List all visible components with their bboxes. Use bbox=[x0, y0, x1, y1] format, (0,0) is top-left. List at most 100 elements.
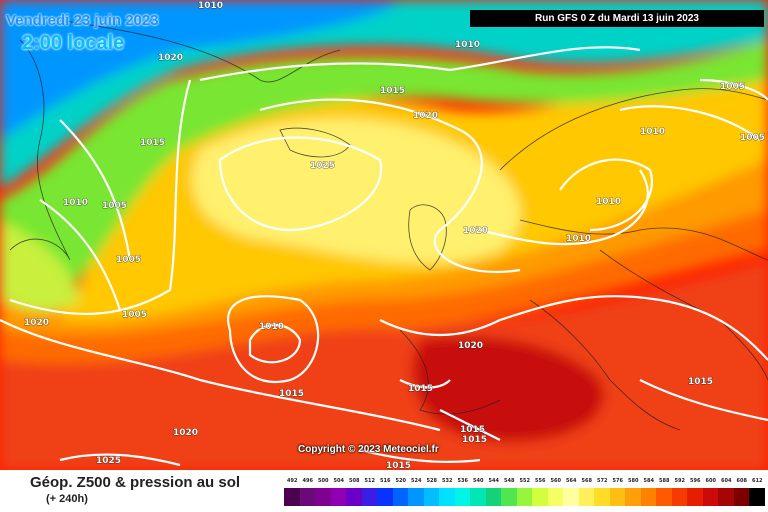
scale-tick-label: 584 bbox=[643, 478, 654, 484]
scale-swatch bbox=[609, 488, 625, 506]
isobar-label: 1015 bbox=[386, 461, 411, 470]
scale-swatch bbox=[408, 488, 424, 506]
scale-swatch bbox=[563, 488, 579, 506]
scale-tick-label: 608 bbox=[736, 478, 747, 484]
legend-footer: Géop. Z500 & pression au sol (+ 240h) 49… bbox=[0, 470, 768, 512]
isobar-label: 1015 bbox=[279, 389, 304, 399]
scale-swatch bbox=[749, 488, 765, 506]
isobar-lines bbox=[0, 46, 768, 467]
scale-tick-label: 536 bbox=[457, 478, 468, 484]
model-run-banner: Run GFS 0 Z du Mardi 13 juin 2023 bbox=[470, 10, 764, 27]
scale-swatch bbox=[702, 488, 718, 506]
scale-tick-label: 540 bbox=[473, 478, 484, 484]
color-scale: 492 496 500 504 508 512 516 520 524 528 532 536 540 5… bbox=[284, 478, 765, 510]
scale-tick-label: 532 bbox=[442, 478, 453, 484]
scale-swatch bbox=[671, 488, 687, 506]
legend-title: Géop. Z500 & pression au sol bbox=[30, 474, 241, 491]
scale-tick-label: 560 bbox=[550, 478, 561, 484]
weather-map: 1010 1010 1020 1015 1020 1005 1015 1010 … bbox=[0, 0, 768, 470]
scale-swatch bbox=[377, 488, 393, 506]
scale-tick-label: 588 bbox=[659, 478, 670, 484]
forecast-date: Vendredi 23 juin 2023 bbox=[6, 12, 159, 29]
isobar-label: 1020 bbox=[413, 111, 438, 121]
scale-swatch bbox=[284, 488, 300, 506]
scale-swatch bbox=[656, 488, 672, 506]
isobar-label: 1025 bbox=[310, 161, 335, 171]
isobar-label: 1010 bbox=[640, 127, 665, 137]
scale-tick-label: 524 bbox=[411, 478, 422, 484]
scale-tick-label: 600 bbox=[705, 478, 716, 484]
isobar-label: 1020 bbox=[458, 341, 483, 351]
isobar-labels: 1010 1010 1020 1015 1020 1005 1015 1010 … bbox=[24, 1, 766, 470]
scale-swatch bbox=[733, 488, 749, 506]
scale-swatch bbox=[315, 488, 331, 506]
isobar-label: 1010 bbox=[198, 1, 223, 11]
isobar-label: 1005 bbox=[720, 82, 745, 92]
isobar-label: 1015 bbox=[140, 138, 165, 148]
isobar-label: 1005 bbox=[740, 133, 765, 143]
scale-tick-label: 500 bbox=[318, 478, 329, 484]
scale-swatch bbox=[485, 488, 501, 506]
forecast-time: 2:00 locale bbox=[22, 32, 125, 54]
scale-tick-label: 572 bbox=[597, 478, 608, 484]
scale-swatch bbox=[361, 488, 377, 506]
legend-subtitle: (+ 240h) bbox=[46, 493, 88, 505]
isobar-label: 1010 bbox=[596, 197, 621, 207]
scale-tick-label: 504 bbox=[333, 478, 344, 484]
scale-tick-label: 516 bbox=[380, 478, 391, 484]
scale-swatch bbox=[718, 488, 734, 506]
scale-swatch bbox=[594, 488, 610, 506]
copyright-notice: Copyright © 2023 Meteociel.fr bbox=[298, 444, 439, 455]
scale-tick-label: 520 bbox=[395, 478, 406, 484]
scale-swatch bbox=[423, 488, 439, 506]
isobar-label: 1010 bbox=[259, 322, 284, 332]
scale-tick-label: 568 bbox=[581, 478, 592, 484]
scale-swatch bbox=[516, 488, 532, 506]
isobar-label: 1005 bbox=[116, 255, 141, 265]
isobar-label: 1020 bbox=[24, 318, 49, 328]
scale-tick-label: 564 bbox=[566, 478, 577, 484]
scale-swatch bbox=[532, 488, 548, 506]
scale-swatch bbox=[687, 488, 703, 506]
scale-tick-label: 596 bbox=[690, 478, 701, 484]
isobar-label: 1020 bbox=[173, 428, 198, 438]
scale-swatch bbox=[330, 488, 346, 506]
scale-tick-label: 604 bbox=[721, 478, 732, 484]
scale-tick-label: 528 bbox=[426, 478, 437, 484]
scale-tick-label: 592 bbox=[674, 478, 685, 484]
geopotential-field bbox=[0, 0, 768, 470]
scale-swatch bbox=[470, 488, 486, 506]
isobar-label: 1010 bbox=[63, 198, 88, 208]
scale-tick-label: 512 bbox=[364, 478, 375, 484]
scale-tick-label: 576 bbox=[612, 478, 623, 484]
scale-swatch bbox=[346, 488, 362, 506]
scale-swatch bbox=[625, 488, 641, 506]
isobar-label: 1015 bbox=[380, 86, 405, 96]
scale-tick-label: 556 bbox=[535, 478, 546, 484]
scale-swatch bbox=[547, 488, 563, 506]
isobar-label: 1025 bbox=[96, 456, 121, 466]
scale-swatch bbox=[439, 488, 455, 506]
scale-tick-label: 548 bbox=[504, 478, 515, 484]
scale-tick-label: 492 bbox=[287, 478, 298, 484]
scale-tick-label: 612 bbox=[752, 478, 763, 484]
isobar-label: 1010 bbox=[455, 40, 480, 50]
isobar-label: 1015 bbox=[688, 377, 713, 387]
isobar-label: 1020 bbox=[158, 53, 183, 63]
scale-swatch bbox=[501, 488, 517, 506]
isobar-label: 1015 bbox=[408, 384, 433, 394]
scale-tick-label: 544 bbox=[488, 478, 499, 484]
scale-swatch bbox=[640, 488, 656, 506]
isobar-label: 1015 bbox=[462, 435, 487, 445]
scale-tick-label: 580 bbox=[628, 478, 639, 484]
isobar-label: 1005 bbox=[102, 201, 127, 211]
scale-tick-label: 508 bbox=[349, 478, 360, 484]
isobar-label: 1015 bbox=[460, 425, 485, 435]
map-canvas: 1010 1010 1020 1015 1020 1005 1015 1010 … bbox=[0, 0, 768, 470]
scale-swatch bbox=[454, 488, 470, 506]
scale-tick-label: 496 bbox=[302, 478, 313, 484]
isobar-label: 1020 bbox=[463, 226, 488, 236]
isobar-label: 1010 bbox=[566, 234, 591, 244]
scale-swatch bbox=[578, 488, 594, 506]
isobar-label: 1005 bbox=[122, 310, 147, 320]
